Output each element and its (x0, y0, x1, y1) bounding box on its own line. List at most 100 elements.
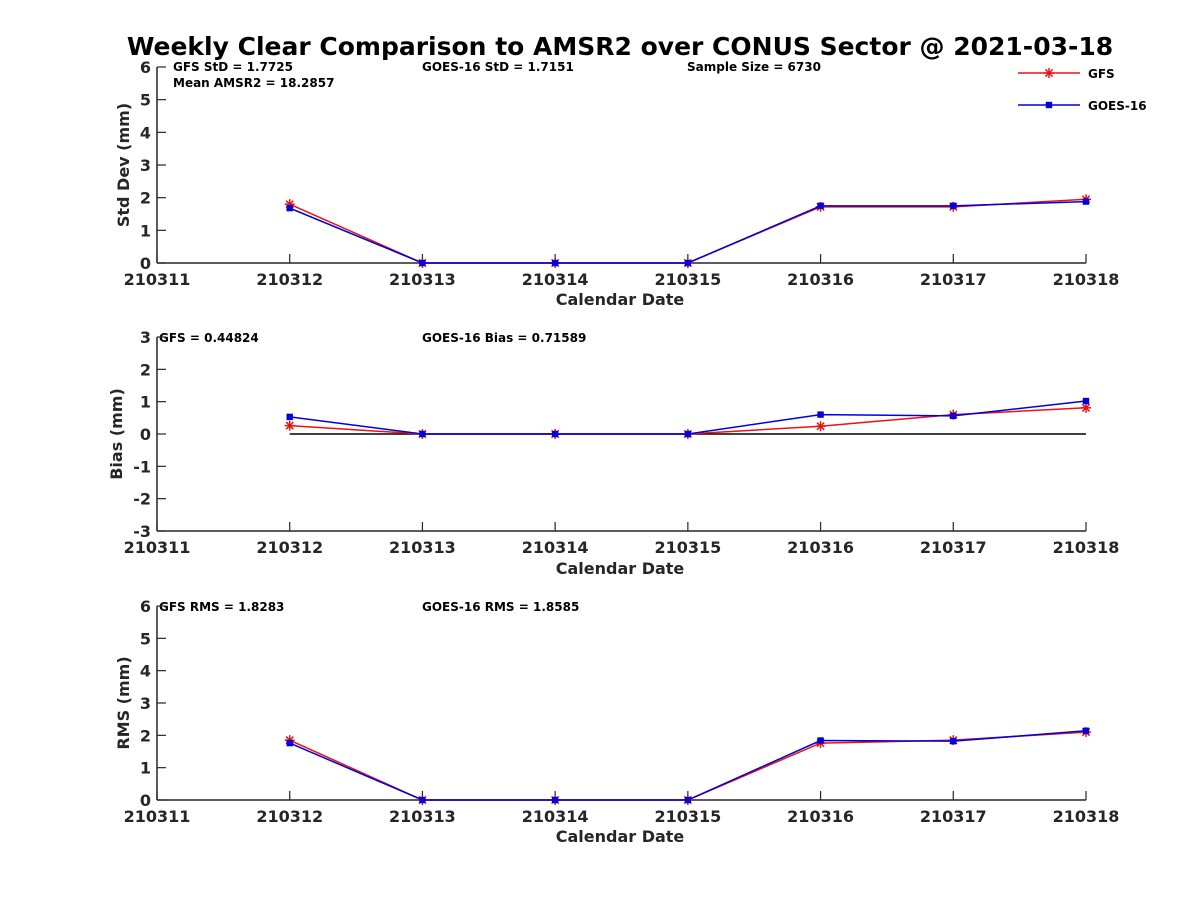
rms-y-tick-label: 5 (140, 629, 151, 648)
legend-gfs-label: GFS (1088, 67, 1115, 81)
bias-annotation-gfs: GFS = 0.44824 (159, 331, 259, 345)
bias-gfs-point (284, 420, 295, 431)
bias-goes16-point (1082, 397, 1090, 405)
bias-x-tick-label: 210315 (654, 538, 721, 557)
bias-x-tick-label: 210313 (389, 538, 456, 557)
stddev-y-tick-label: 3 (140, 156, 151, 175)
bias-annotation-goes16: GOES-16 Bias = 0.71589 (422, 331, 586, 345)
bias-gfs-point (815, 421, 826, 432)
legend-goes16-label: GOES-16 (1088, 99, 1147, 113)
legend-goes16-marker (1045, 101, 1053, 109)
bias-x-tick-label: 210317 (920, 538, 987, 557)
stddev-goes16-point (1082, 198, 1090, 205)
stddev-goes16-point (286, 204, 293, 212)
legend-gfs-marker (1044, 68, 1054, 78)
bias-x-tick-label: 210314 (522, 538, 589, 557)
bias-y-axis-label: Bias (mm) (107, 388, 126, 480)
legend-gfs-marker-shape (1044, 68, 1054, 78)
stddev-y-tick-label: 4 (140, 123, 151, 142)
stddev-x-axis-label: Calendar Date (556, 290, 685, 309)
legend-entry-gfs: GFS (1018, 67, 1115, 81)
bias-y-tick-label: 3 (140, 328, 151, 347)
stddev-y-tick-label: 1 (140, 221, 151, 240)
stddev-annotation-mean-amsr2: Mean AMSR2 = 18.2857 (173, 76, 334, 90)
bias-y-tick-label: 2 (140, 360, 151, 379)
stddev-goes16-point (684, 259, 692, 267)
rms-annotation-goes16: GOES-16 RMS = 1.8585 (422, 600, 579, 614)
stddev-x-tick-label: 210313 (389, 270, 456, 289)
stddev-y-tick-label: 0 (140, 254, 151, 273)
rms-goes16-point (684, 796, 692, 804)
stddev-y-tick-label: 5 (140, 91, 151, 110)
rms-gfs-series-line (289, 731, 1087, 801)
rms-goes16-point (419, 796, 426, 804)
stddev-goes16-point (419, 259, 426, 267)
stddev-panel: GFS StD = 1.7725 Mean AMSR2 = 18.2857 GO… (114, 58, 1119, 309)
stddev-x-tick-label: 210315 (654, 270, 721, 289)
stddev-annotation-goes16: GOES-16 StD = 1.7151 (422, 60, 574, 74)
rms-goes16-point (1082, 727, 1090, 735)
stddev-x-tick-label: 210318 (1053, 270, 1120, 289)
legend: GFS GOES-16 (1018, 67, 1147, 113)
chart-title: Weekly Clear Comparison to AMSR2 over CO… (127, 32, 1113, 61)
stddev-x-tick-label: 210312 (256, 270, 323, 289)
stddev-goes16-point (950, 202, 957, 210)
rms-x-tick-label: 210313 (389, 807, 456, 826)
stddev-goes16-point (551, 259, 559, 267)
stddev-x-tick-label: 210316 (787, 270, 854, 289)
rms-x-tick-label: 210317 (920, 807, 987, 826)
rms-y-tick-label: 1 (140, 759, 151, 778)
stddev-x-tick-label: 210317 (920, 270, 987, 289)
stddev-annotation-sample-size: Sample Size = 6730 (687, 60, 821, 74)
bias-y-tick-label: 1 (140, 393, 151, 412)
legend-goes16-marker-shape (1045, 101, 1053, 109)
rms-x-tick-label: 210312 (256, 807, 323, 826)
bias-goes16-point (950, 412, 957, 420)
stddev-x-tick-label: 210311 (124, 270, 191, 289)
bias-gfs-point (1081, 402, 1091, 413)
bias-x-axis-label: Calendar Date (556, 559, 685, 578)
bias-goes16-point (551, 430, 559, 438)
rms-goes16-point (817, 737, 824, 744)
stddev-y-axis-label: Std Dev (mm) (114, 103, 133, 227)
stddev-y-tick-label: 2 (140, 189, 151, 208)
rms-goes16-point (551, 796, 559, 804)
rms-x-axis-label: Calendar Date (556, 827, 685, 846)
rms-x-tick-label: 210315 (654, 807, 721, 826)
stddev-y-tick-label: 6 (140, 58, 151, 77)
rms-y-axis-label: RMS (mm) (114, 656, 133, 749)
legend-entry-goes16: GOES-16 (1018, 99, 1147, 113)
bias-x-tick-label: 210316 (787, 538, 854, 557)
rms-panel: GFS RMS = 1.8283 GOES-16 RMS = 1.8585 Ca… (114, 597, 1119, 846)
rms-y-tick-label: 2 (140, 726, 151, 745)
bias-goes16-point (286, 413, 293, 421)
bias-y-tick-label: 0 (140, 425, 151, 444)
bias-goes16-point (419, 430, 426, 438)
rms-goes16-point (950, 737, 957, 745)
rms-y-tick-label: 6 (140, 597, 151, 616)
rms-x-tick-label: 210311 (124, 807, 191, 826)
rms-x-tick-label: 210314 (522, 807, 589, 826)
stddev-gfs-series-line (289, 198, 1087, 264)
rms-x-tick-label: 210318 (1053, 807, 1120, 826)
rms-y-tick-label: 0 (140, 791, 151, 810)
bias-y-tick-label: -1 (133, 457, 151, 476)
bias-x-tick-label: 210311 (124, 538, 191, 557)
bias-goes16-point (684, 430, 692, 438)
stddev-x-tick-label: 210314 (522, 270, 589, 289)
rms-goes16-series-line (289, 730, 1087, 801)
rms-x-tick-label: 210316 (787, 807, 854, 826)
rms-annotation-gfs: GFS RMS = 1.8283 (159, 600, 284, 614)
bias-y-tick-label: -3 (133, 522, 151, 541)
rms-y-tick-label: 3 (140, 694, 151, 713)
stddev-goes16-series-line (289, 200, 1087, 264)
stddev-annotation-gfs: GFS StD = 1.7725 (173, 60, 293, 74)
bias-x-tick-label: 210318 (1053, 538, 1120, 557)
bias-x-tick-label: 210312 (256, 538, 323, 557)
bias-y-tick-label: -2 (133, 490, 151, 509)
rms-y-tick-label: 4 (140, 662, 151, 681)
rms-goes16-point (286, 739, 293, 747)
bias-goes16-point (817, 411, 824, 418)
stddev-goes16-point (817, 202, 824, 210)
